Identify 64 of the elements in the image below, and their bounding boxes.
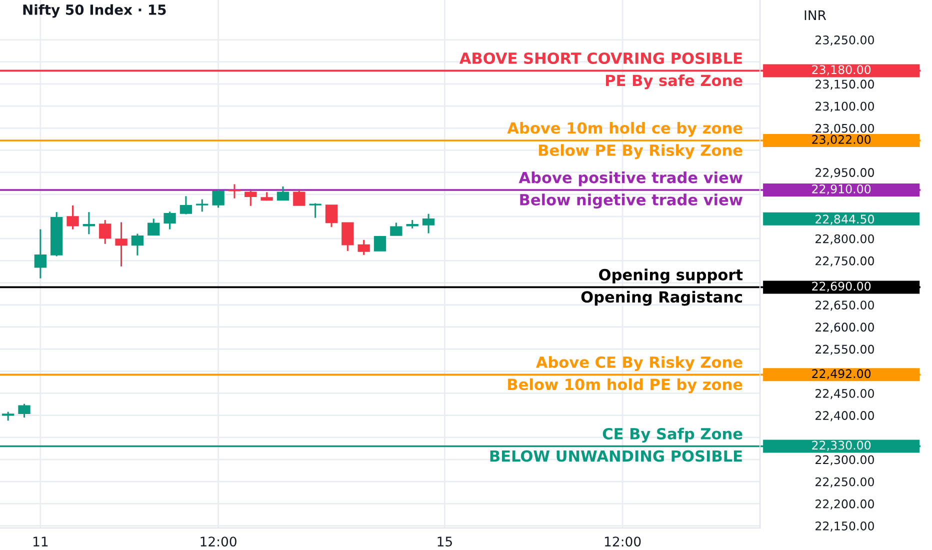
- y-tick-label: 22,200.00: [816, 499, 874, 510]
- y-tick-label: 23,050.00: [816, 124, 874, 134]
- y-tick-label: 22,600.00: [816, 322, 874, 333]
- candlestick: [325, 204, 338, 228]
- candlestick: [390, 222, 402, 236]
- chart-title: Nifty 50 Index · 15: [23, 4, 166, 18]
- ref-line-label: 22,690.00: [812, 282, 871, 292]
- y-tick-label: 23,250.00: [816, 35, 874, 46]
- candlestick: [115, 221, 128, 268]
- candlestick: [131, 232, 144, 256]
- candlestick: [66, 204, 79, 230]
- candlestick: [374, 235, 386, 252]
- y-tick-label: 22,650.00: [816, 300, 874, 311]
- annotation: ABOVE SHORT COVRING POSIBLE: [459, 52, 742, 64]
- ref-line-label: 22,492.00: [812, 369, 871, 380]
- ref-line-label: 22,910.00: [812, 184, 871, 195]
- annotation: Opening Ragistanc: [581, 290, 742, 306]
- candlestick: [276, 186, 290, 201]
- candlestick: [164, 210, 176, 230]
- y-tick-label: 22,750.00: [816, 256, 874, 267]
- candlestick: [34, 228, 47, 280]
- candlestick: [342, 222, 354, 252]
- annotation: Below nigetive trade view: [520, 194, 742, 209]
- annotation: Opening support: [599, 268, 743, 284]
- annotation: Above positive trade view: [518, 171, 742, 186]
- candlestick: [212, 188, 224, 208]
- y-tick-label: 22,950.00: [816, 168, 874, 178]
- x-tick-label: 11: [33, 536, 48, 546]
- y-tick-label: 22,250.00: [816, 477, 874, 488]
- ref-line-label: 23,022.00: [812, 135, 871, 146]
- y-tick-label: 22,800.00: [816, 234, 874, 244]
- ref-line-label: 23,180.00: [812, 65, 871, 76]
- candlestick: [196, 198, 208, 212]
- annotation: Above CE By Risky Zone: [536, 356, 742, 372]
- annotation: Below PE By Risky Zone: [539, 144, 742, 160]
- annotation: Below 10m hold PE by zone: [508, 378, 742, 394]
- candlestick: [180, 195, 192, 216]
- y-tick-label: 22,150.00: [816, 522, 874, 532]
- annotation: PE By safe Zone: [606, 74, 742, 90]
- annotation: Above 10m hold ce by zone: [507, 122, 742, 137]
- candlestick: [422, 213, 435, 234]
- x-tick-label: 12:00: [200, 536, 236, 547]
- y-tick-label: 22,550.00: [816, 344, 874, 355]
- candlestick: [309, 202, 322, 219]
- candlestick: [244, 190, 257, 207]
- annotation: BELOW UNWANDING POSIBLE: [490, 450, 742, 462]
- y-axis-title: INR: [804, 10, 826, 20]
- candlestick: [228, 183, 241, 200]
- x-tick-label: 12:00: [604, 536, 641, 547]
- candlestick: [18, 403, 30, 418]
- y-tick-label: 23,100.00: [816, 102, 874, 112]
- candlestick: [99, 219, 112, 245]
- y-tick-label: 23,150.00: [816, 80, 874, 90]
- y-tick-label: 22,844.50: [816, 214, 874, 225]
- candlestick: [358, 239, 370, 256]
- candlestick: [82, 211, 96, 235]
- candlestick: [293, 189, 306, 206]
- x-tick-label: 15: [438, 536, 452, 547]
- candlestick: [148, 218, 160, 236]
- y-tick-label: 22,300.00: [816, 455, 874, 466]
- annotation: CE By Safp Zone: [602, 428, 742, 443]
- y-tick-label: 22,450.00: [816, 388, 874, 400]
- ref-line-label: 22,330.00: [812, 440, 871, 451]
- y-tick-label: 22,400.00: [816, 411, 874, 422]
